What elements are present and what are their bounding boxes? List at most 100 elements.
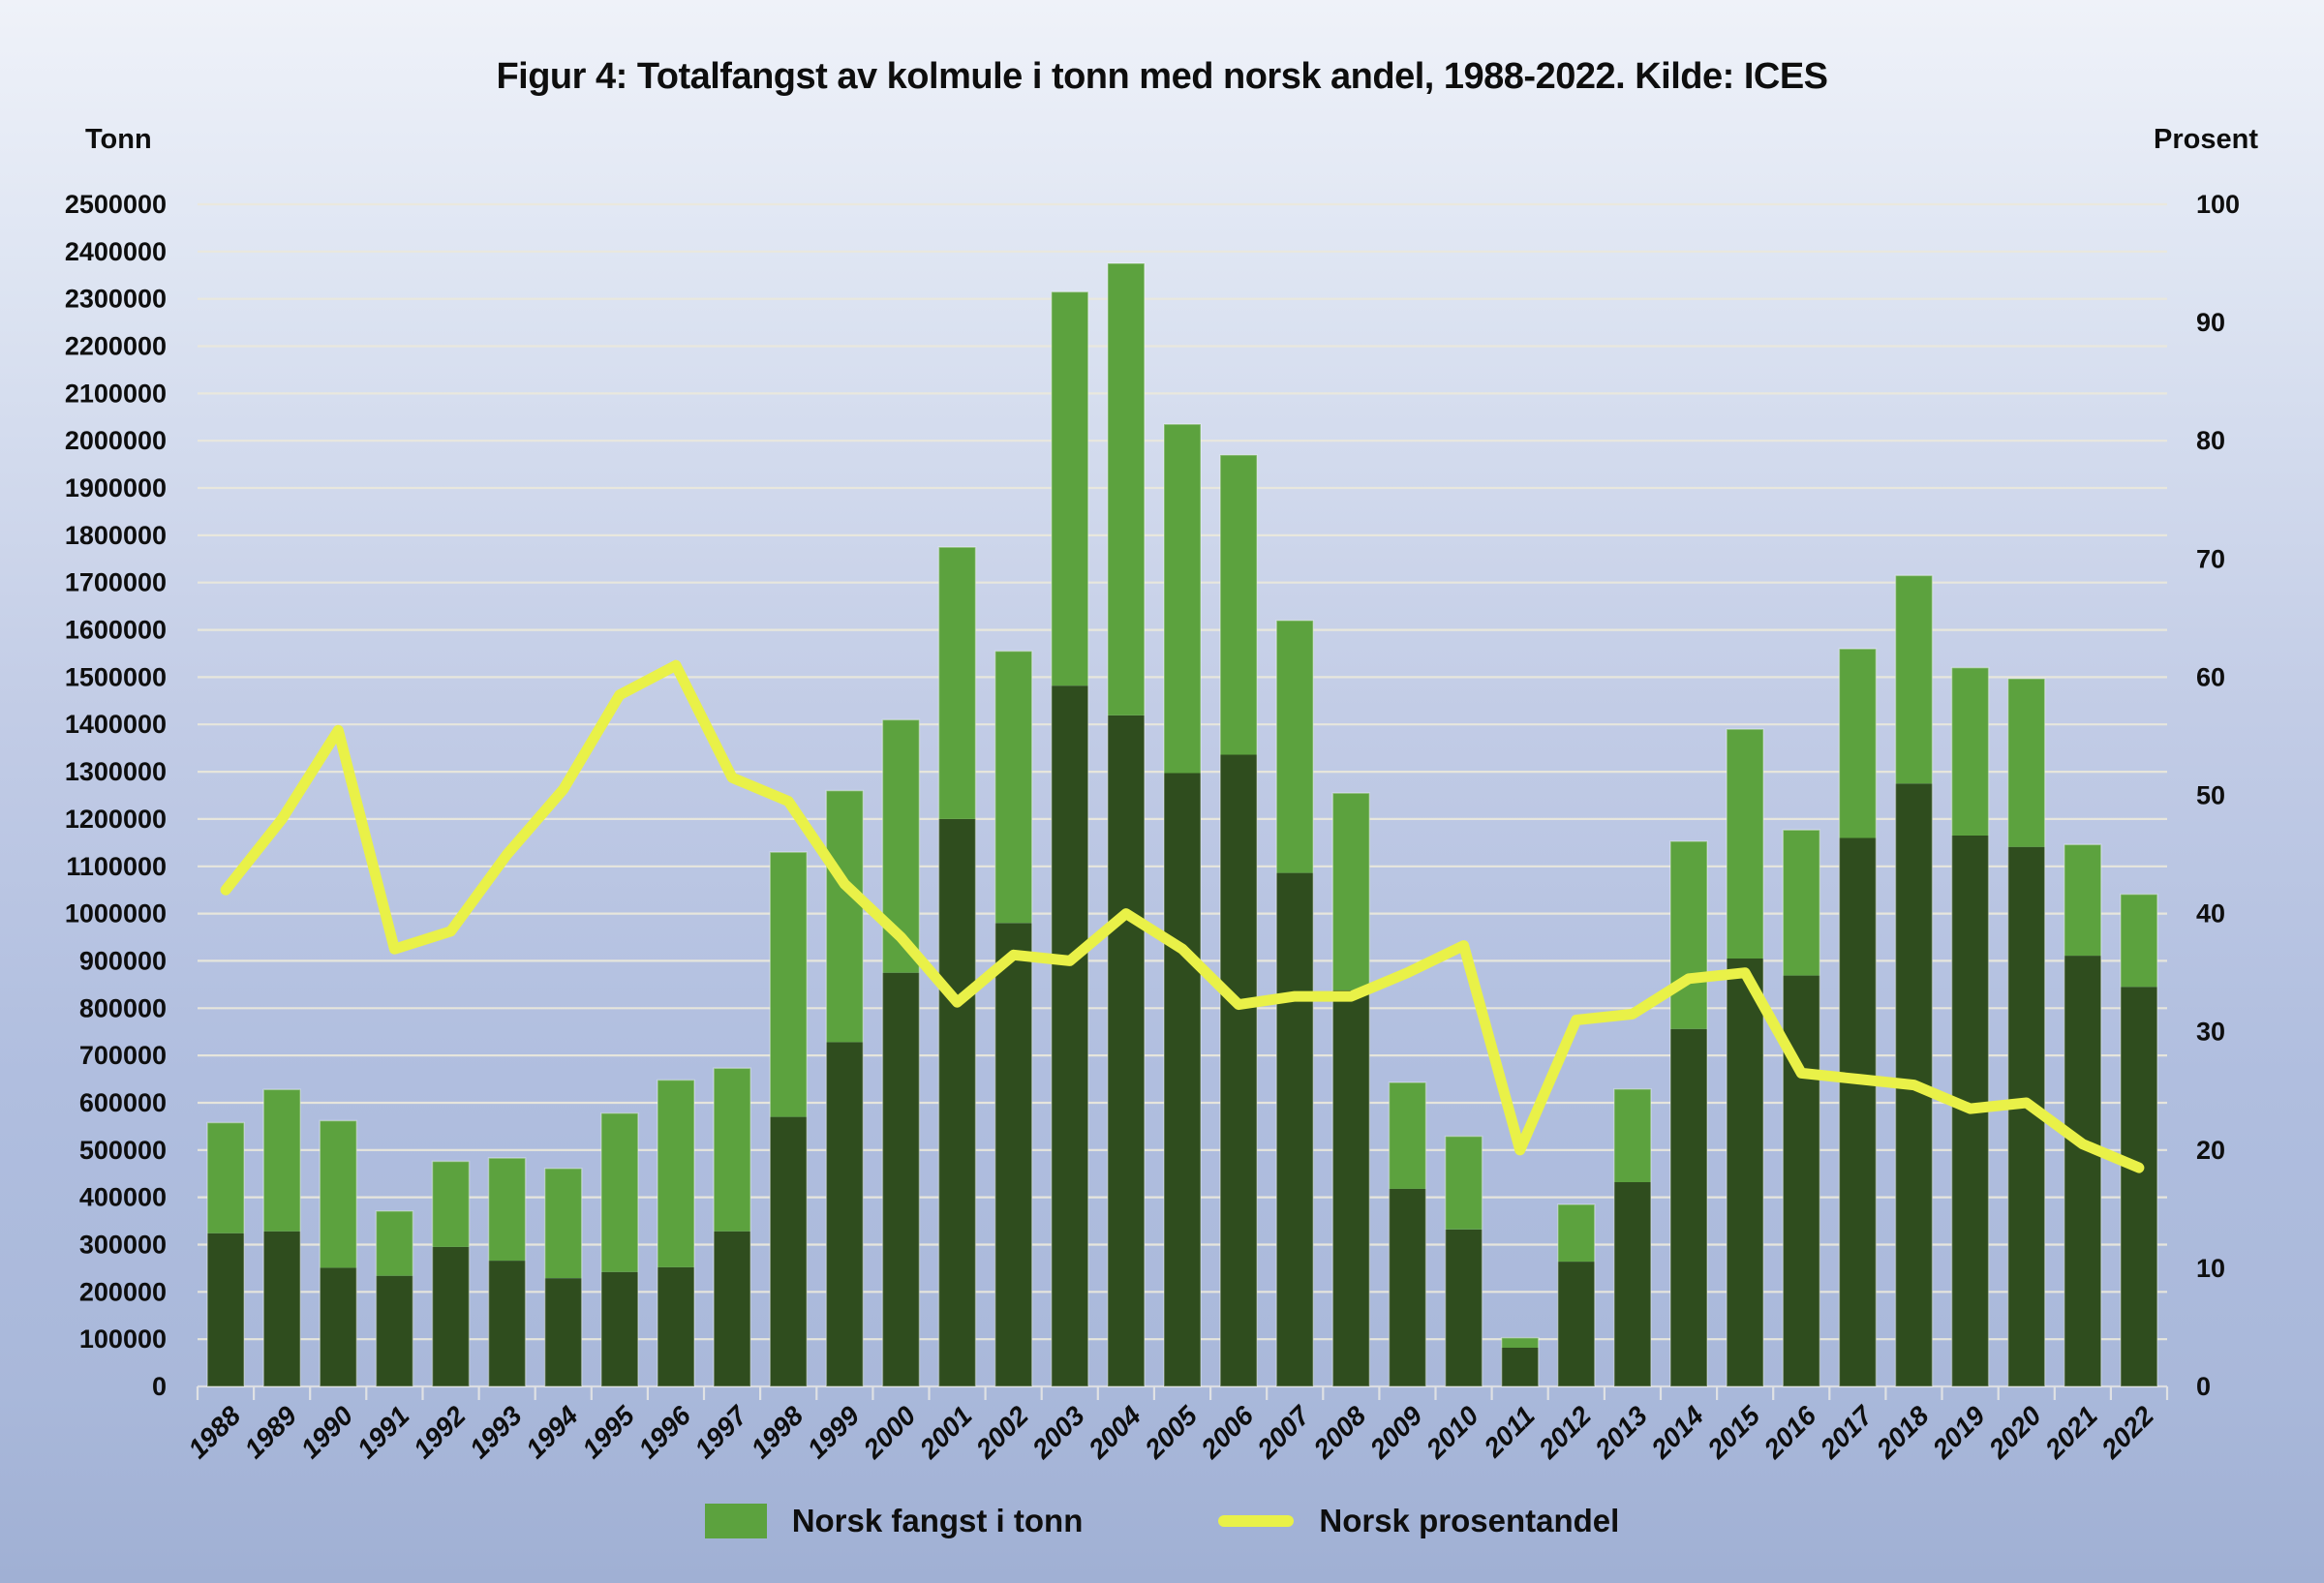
x-axis-label: 2010 [1420, 1400, 1484, 1465]
x-axis-label: 1993 [464, 1400, 528, 1464]
x-axis-label: 2007 [1251, 1399, 1317, 1465]
x-axis-label: 2012 [1532, 1400, 1597, 1465]
bar-1990 [319, 1119, 358, 1387]
x-axis-label: 2011 [1478, 1400, 1541, 1463]
left-axis-tick: 400000 [79, 1183, 167, 1212]
x-axis-label: 1989 [238, 1400, 302, 1464]
x-axis-label: 2015 [1701, 1400, 1766, 1465]
x-axis-label: 2021 [2038, 1400, 2103, 1465]
left-axis-tick: 2000000 [65, 426, 167, 455]
x-axis-label: 2013 [1588, 1400, 1653, 1465]
bar-1998 [769, 851, 808, 1387]
bar-1994 [543, 1168, 583, 1387]
left-axis-tick: 1200000 [65, 805, 167, 834]
right-axis-tick: 80 [2196, 426, 2225, 455]
x-axis-label: 1994 [520, 1400, 584, 1464]
left-axis-tick: 900000 [79, 946, 167, 975]
bar-2001 [937, 546, 977, 1387]
x-axis-label: 1988 [182, 1400, 246, 1464]
bar-2003 [1051, 290, 1089, 1387]
bar-2012 [1557, 1203, 1596, 1387]
x-axis-label: 1990 [295, 1400, 359, 1464]
left-axis-tick: 1100000 [66, 852, 167, 881]
x-axis-label: 2009 [1363, 1400, 1428, 1465]
percent-line [220, 659, 2145, 1173]
x-axis-label: 1996 [632, 1400, 696, 1464]
bar-2016 [1782, 829, 1821, 1387]
x-axis-label: 2001 [913, 1400, 978, 1465]
bar-2002 [994, 650, 1033, 1387]
bar-1993 [487, 1157, 527, 1387]
left-axis-tick: 500000 [79, 1136, 167, 1165]
legend-label: Norsk fangst i tonn [791, 1503, 1084, 1538]
x-axis-label: 1992 [408, 1400, 472, 1464]
bar-2015 [1726, 728, 1764, 1387]
left-axis-tick: 1700000 [65, 568, 167, 597]
left-axis-tick: 200000 [79, 1277, 167, 1306]
line-swatch-icon [1218, 1515, 1295, 1527]
left-axis-tick: 300000 [79, 1231, 167, 1260]
left-axis-tick: 1900000 [65, 473, 167, 502]
x-axis-label: 2019 [1926, 1400, 1991, 1465]
left-axis-tick: 800000 [79, 993, 167, 1022]
left-axis-tick: 1800000 [65, 521, 167, 550]
bar-2009 [1388, 1081, 1427, 1387]
x-axis-label: 2003 [1025, 1400, 1090, 1465]
left-axis-tick: 2500000 [65, 190, 167, 219]
right-axis-tick: 10 [2196, 1254, 2225, 1283]
bar-1995 [600, 1111, 639, 1387]
left-axis-tick: 1600000 [65, 616, 167, 645]
bar-2011 [1500, 1336, 1540, 1387]
legend-item-norsk-prosentandel: Norsk prosentandel [1218, 1503, 1619, 1539]
bar-swatch-icon [704, 1504, 767, 1538]
x-axis-label: 2017 [1814, 1399, 1880, 1465]
left-axis-tick: 2100000 [65, 379, 167, 408]
x-axis-label: 2016 [1758, 1400, 1822, 1465]
bar-2010 [1444, 1135, 1483, 1387]
left-axis-tick: 0 [152, 1372, 167, 1401]
left-axis-tick: 1000000 [65, 899, 167, 928]
right-axis-tick: 0 [2196, 1372, 2211, 1401]
x-axis-label: 2018 [1870, 1400, 1935, 1465]
bar-1989 [262, 1088, 301, 1387]
bar-1999 [825, 789, 865, 1387]
bar-2007 [1275, 620, 1314, 1387]
left-axis-tick: 700000 [79, 1041, 167, 1070]
legend-item-norsk-fangst: Norsk fangst i tonn [704, 1503, 1084, 1539]
bar-2022 [2120, 893, 2158, 1387]
left-axis-tick: 1400000 [65, 710, 167, 739]
x-axis-label: 2014 [1645, 1400, 1710, 1465]
bar-2006 [1219, 454, 1258, 1387]
x-axis-label: 2000 [857, 1400, 922, 1465]
right-axis-title: Prosent [2154, 124, 2258, 155]
legend-label: Norsk prosentandel [1319, 1503, 1620, 1538]
right-axis-tick: 90 [2196, 308, 2225, 337]
x-axis-label: 1997 [688, 1399, 753, 1464]
bar-2008 [1331, 792, 1371, 1387]
x-axis-label: 1995 [576, 1400, 640, 1464]
right-axis-tick: 100 [2196, 190, 2240, 219]
left-axis-tick: 600000 [79, 1088, 167, 1117]
x-axis-label: 2020 [1982, 1400, 2047, 1465]
x-axis-label: 1998 [745, 1400, 809, 1464]
bar-2019 [1950, 666, 1990, 1387]
x-axis-label: 1999 [802, 1400, 866, 1464]
x-axis-label: 2002 [969, 1400, 1034, 1465]
legend: Norsk fangst i tonn Norsk prosentandel [0, 1503, 2324, 1539]
left-axis-tick: 2200000 [65, 332, 167, 361]
right-axis-tick: 60 [2196, 662, 2225, 691]
bar-2014 [1669, 840, 1708, 1387]
bar-2018 [1894, 574, 1934, 1387]
bar-2004 [1107, 262, 1146, 1387]
x-axis-label: 1991 [352, 1400, 415, 1464]
bar-1991 [375, 1210, 414, 1387]
bar-1988 [206, 1121, 245, 1387]
right-axis-tick: 40 [2196, 899, 2225, 928]
left-axis-tick: 1500000 [65, 662, 167, 691]
x-axis-label: 2004 [1082, 1400, 1147, 1465]
chart-title: Figur 4: Totalfangst av kolmule i tonn m… [496, 56, 1828, 97]
bar-2013 [1613, 1088, 1652, 1387]
right-axis-tick: 70 [2196, 544, 2225, 573]
